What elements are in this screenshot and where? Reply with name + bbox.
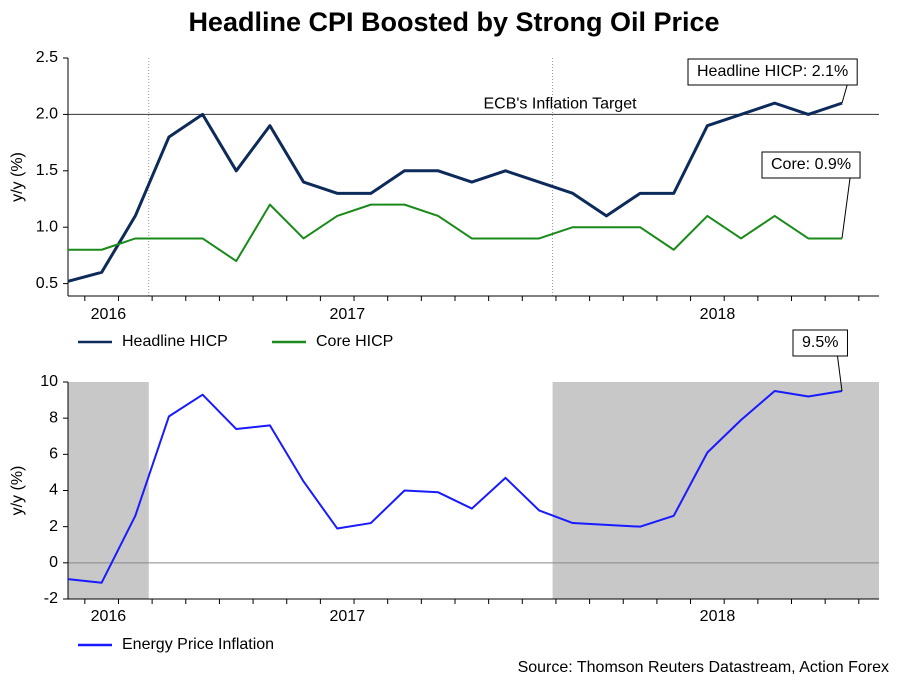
annotation-label: Core: 0.9% (771, 156, 851, 173)
annotation-box (761, 151, 861, 179)
annotation-connector (836, 355, 843, 392)
y-axis-label: y/y (%) (9, 466, 26, 516)
y-tick-label: 10 (40, 373, 58, 390)
x-tick-label: 2018 (700, 608, 736, 625)
y-axis-label: y/y (%) (9, 152, 26, 202)
shaded-region (552, 382, 879, 599)
x-tick-label: 2017 (330, 306, 366, 323)
y-tick-label: -2 (44, 590, 58, 607)
y-tick-label: 4 (49, 482, 58, 499)
y-tick-label: 2 (49, 518, 58, 535)
annotation-box (687, 58, 858, 86)
annotation-connector (841, 177, 851, 239)
source: Source: Thomson Reuters Datastream, Acti… (518, 659, 889, 676)
x-tick-label: 2016 (91, 306, 127, 323)
legend-label: Core HICP (316, 333, 393, 350)
chart-title: Headline CPI Boosted by Strong Oil Price (188, 7, 719, 37)
y-tick-label: 0 (49, 554, 58, 571)
y-tick-label: 2.0 (36, 106, 58, 123)
shaded-region (68, 382, 149, 599)
series-line (67, 390, 843, 584)
x-tick-label: 2017 (330, 608, 366, 625)
annotation-box (792, 329, 848, 357)
x-tick-label: 2018 (700, 306, 736, 323)
y-tick-label: 6 (49, 446, 58, 463)
annotation-label: 9.5% (802, 334, 838, 351)
annotation-connector (841, 84, 848, 104)
y-tick-label: 1.0 (36, 218, 58, 235)
series-line (67, 101, 843, 283)
legend-label: Energy Price Inflation (122, 636, 274, 653)
reference-label: ECB's Inflation Target (483, 96, 637, 113)
y-tick-label: 2.5 (36, 49, 58, 66)
series-line (68, 203, 842, 263)
y-tick-label: 1.5 (36, 162, 58, 179)
y-tick-label: 0.5 (36, 275, 58, 292)
y-tick-label: 8 (49, 409, 58, 426)
legend-label: Headline HICP (122, 333, 228, 350)
annotation-label: Headline HICP: 2.1% (697, 63, 848, 80)
x-tick-label: 2016 (91, 608, 127, 625)
